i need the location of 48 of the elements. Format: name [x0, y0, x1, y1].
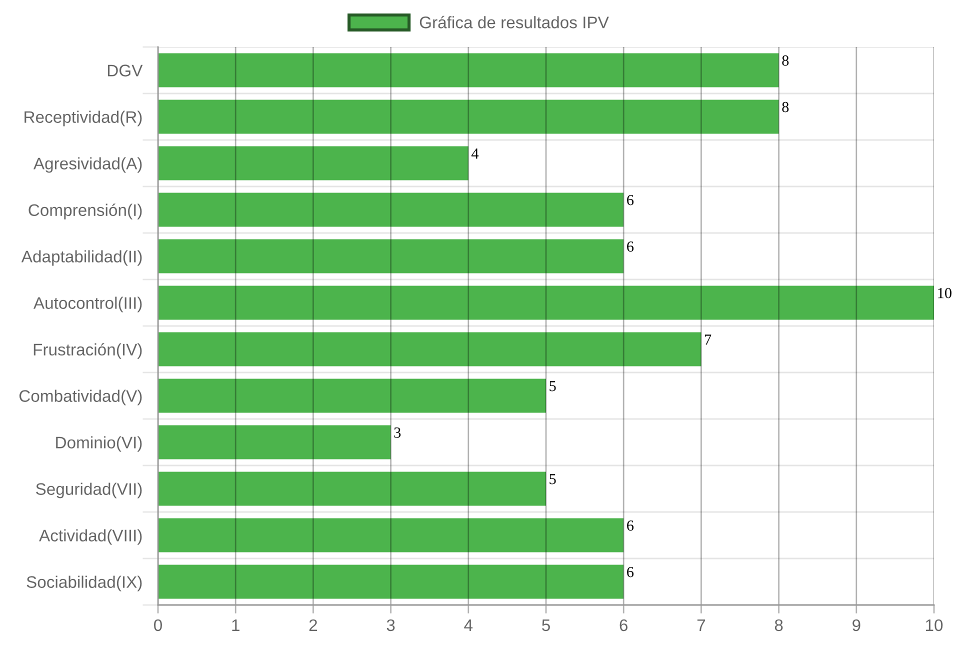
y-tick-label: Comprensión(I)	[28, 204, 142, 220]
data-label: 3	[394, 427, 401, 438]
bar	[158, 332, 702, 366]
y-tick-label: Autocontrol(III)	[33, 296, 142, 312]
x-tick-label: 5	[542, 620, 550, 632]
legend-label: Gráfica de resultados IPV	[420, 16, 609, 28]
y-tick-label: Receptividad(R)	[24, 110, 142, 126]
y-tick-label: Frustración(IV)	[34, 343, 142, 359]
bar	[158, 564, 624, 599]
y-tick-label: DGV	[108, 64, 143, 76]
y-tick-label: Agresividad(A)	[33, 157, 142, 173]
y-tick-label: Actividad(VIII)	[39, 529, 142, 545]
bar	[158, 100, 779, 134]
y-tick-label: Seguridad(VII)	[36, 482, 142, 498]
data-label: 10	[938, 288, 952, 298]
x-tick-label: 6	[620, 619, 628, 632]
data-label: 4	[471, 148, 479, 159]
x-tick-label: 2	[309, 619, 317, 631]
data-label: 6	[627, 566, 634, 578]
x-tick-label: 4	[464, 620, 473, 631]
x-tick-label: 7	[697, 620, 705, 631]
bar	[158, 53, 779, 88]
data-label: 8	[782, 102, 789, 112]
bar	[158, 192, 624, 227]
data-label: 6	[627, 194, 634, 206]
data-label: 5	[550, 381, 556, 392]
data-label: 6	[627, 241, 634, 252]
x-tick-label: 10	[926, 619, 943, 632]
data-label: 7	[704, 334, 712, 345]
y-tick-label: Combatividad(V)	[19, 390, 142, 406]
y-tick-label: Dominio(VI)	[56, 436, 142, 452]
bar	[158, 472, 546, 506]
x-tick-label: 8	[774, 619, 783, 632]
data-label: 6	[627, 520, 634, 531]
data-label: 5	[550, 474, 556, 484]
x-tick-label: 1	[232, 620, 240, 631]
x-tick-label: 3	[386, 619, 395, 632]
x-tick-label: 0	[154, 619, 162, 632]
y-tick-label: Adaptabilidad(II)	[21, 250, 142, 266]
bar	[158, 425, 391, 460]
x-tick-label: 9	[852, 619, 860, 632]
bar	[158, 239, 624, 274]
bar	[158, 286, 934, 320]
data-label: 8	[782, 55, 789, 66]
bar	[158, 518, 624, 552]
y-tick-label: Sociabilidad(IX)	[26, 576, 142, 592]
bar	[158, 378, 546, 413]
bar	[158, 146, 468, 180]
